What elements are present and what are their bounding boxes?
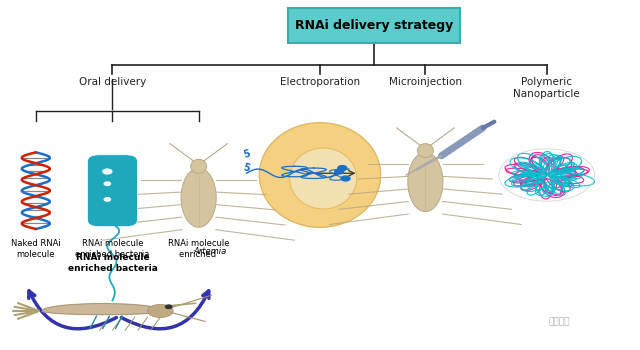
- Ellipse shape: [290, 148, 356, 209]
- Ellipse shape: [259, 123, 381, 227]
- Circle shape: [335, 169, 344, 174]
- Ellipse shape: [417, 144, 433, 158]
- Text: Polymeric
Nanoparticle: Polymeric Nanoparticle: [513, 77, 580, 99]
- Circle shape: [341, 176, 350, 181]
- Text: RNAi molecule
enriched bacteria: RNAi molecule enriched bacteria: [67, 253, 157, 273]
- Text: Microinjection: Microinjection: [389, 77, 462, 88]
- Text: RNAi molecule
enriched bacteria: RNAi molecule enriched bacteria: [76, 239, 150, 259]
- Text: 中盟虾苗: 中盟虾苗: [548, 317, 570, 326]
- Circle shape: [166, 305, 172, 308]
- Text: Electroporation: Electroporation: [280, 77, 360, 88]
- Circle shape: [104, 182, 111, 186]
- Circle shape: [103, 169, 112, 174]
- Text: Artemia: Artemia: [193, 247, 227, 256]
- Text: RNAi delivery strategy: RNAi delivery strategy: [295, 19, 453, 32]
- Text: RNAi molecule
enriched: RNAi molecule enriched: [168, 239, 229, 259]
- Text: 5: 5: [242, 148, 251, 160]
- Ellipse shape: [191, 159, 207, 173]
- Text: Oral delivery: Oral delivery: [79, 77, 146, 88]
- Ellipse shape: [148, 304, 173, 317]
- Circle shape: [104, 198, 111, 201]
- Ellipse shape: [181, 168, 216, 227]
- Polygon shape: [42, 304, 164, 315]
- Text: 5: 5: [242, 162, 251, 174]
- Circle shape: [499, 149, 595, 201]
- FancyBboxPatch shape: [88, 155, 138, 226]
- Text: Naked RNAi
molecule: Naked RNAi molecule: [11, 239, 61, 259]
- Ellipse shape: [408, 152, 443, 212]
- FancyBboxPatch shape: [288, 8, 461, 43]
- Circle shape: [338, 166, 347, 170]
